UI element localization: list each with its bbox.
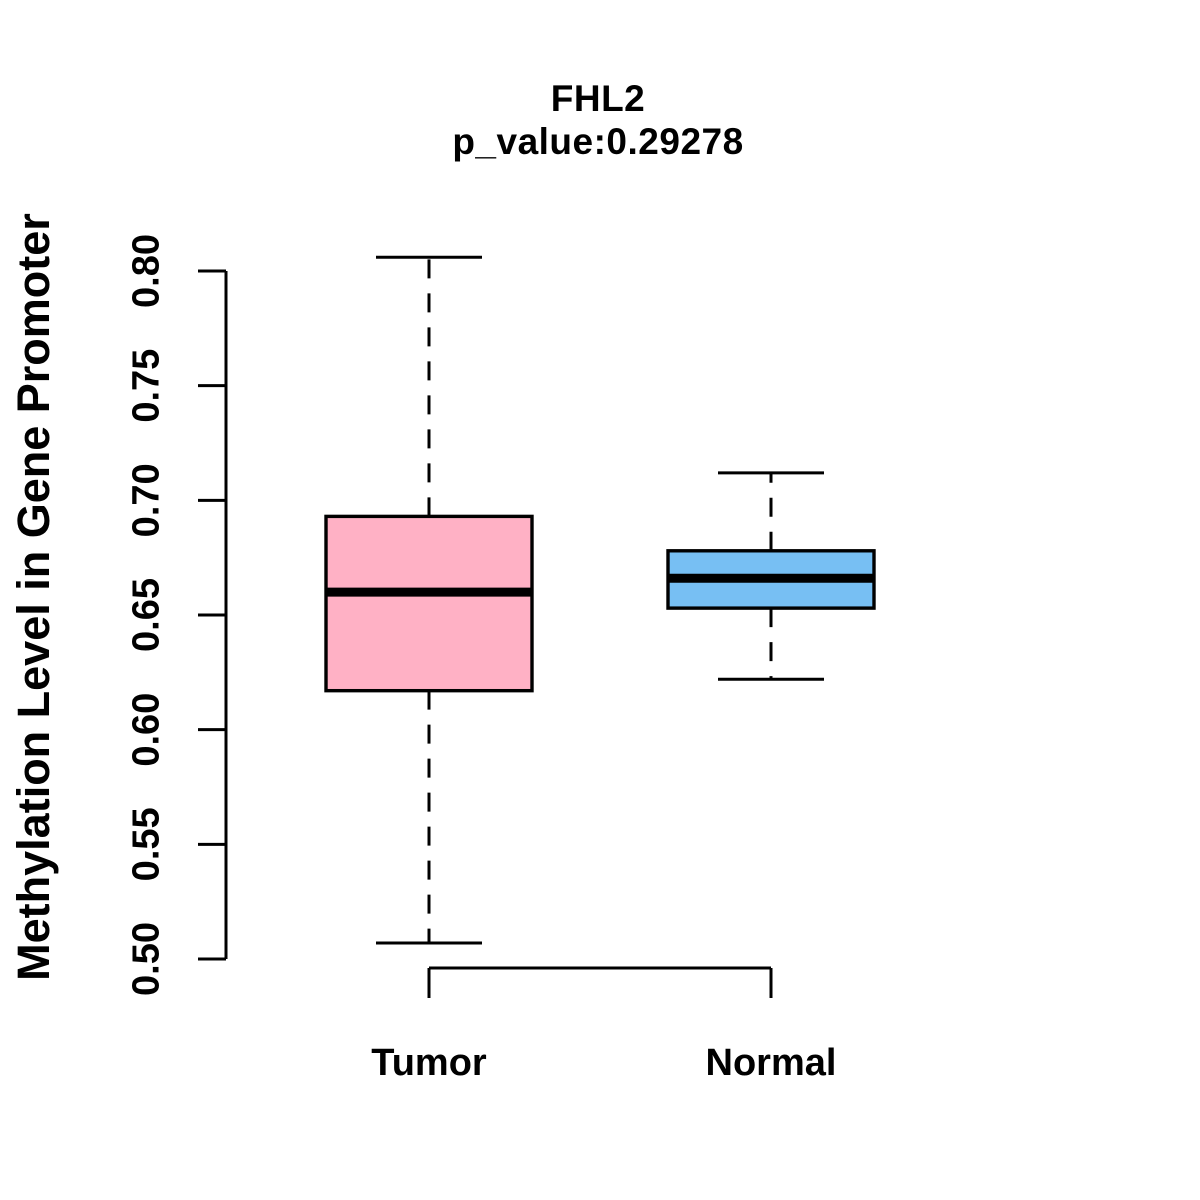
y-tick-label: 0.75 (126, 349, 168, 423)
y-tick-label: 0.55 (126, 807, 168, 881)
y-tick-label: 0.70 (126, 463, 168, 537)
category-label-tumor: Tumor (371, 1042, 487, 1084)
chart-title: FHL2 (550, 78, 646, 119)
y-tick-label: 0.60 (126, 693, 168, 767)
y-tick-label: 0.80 (126, 234, 168, 308)
y-tick-label: 0.65 (126, 578, 168, 652)
y-tick-label: 0.50 (126, 922, 168, 996)
box-tumor (324, 514, 534, 693)
chart-subtitle-pvalue: p_value:0.29278 (452, 121, 744, 162)
category-label-normal: Normal (706, 1042, 837, 1084)
